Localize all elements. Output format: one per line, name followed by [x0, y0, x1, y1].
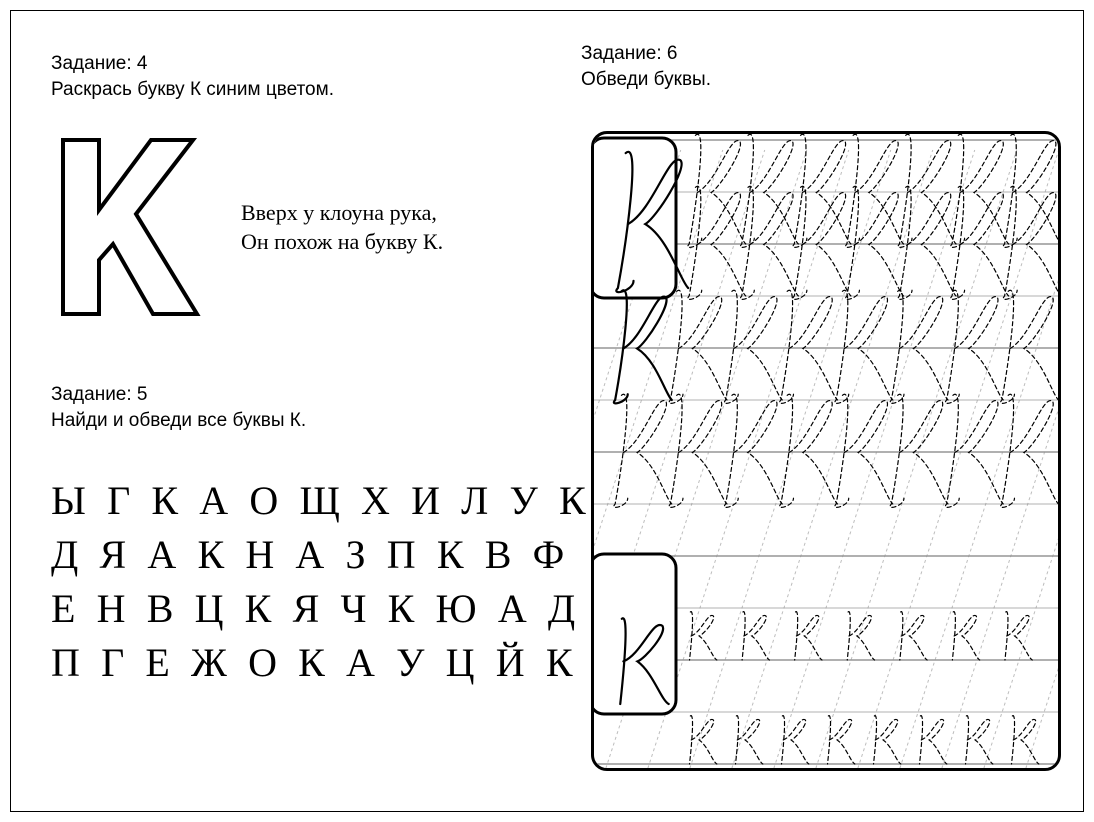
poem-line-2: Он похож на букву К.	[241, 227, 443, 257]
task5-title: Задание: 5	[51, 382, 561, 408]
worksheet-page: Задание: 4 Раскрась букву К синим цветом…	[10, 10, 1084, 812]
letter-k-outline	[51, 132, 201, 322]
letter-row: П Г Е Ж О К А У Ц Й К	[51, 636, 561, 690]
task4-poem: Вверх у клоуна рука, Он похож на букву К…	[241, 198, 443, 257]
letter-row: Ы Г К А О Щ Х И Л У К	[51, 474, 561, 528]
left-column: Задание: 4 Раскрась букву К синим цветом…	[51, 51, 561, 690]
task4-content: Вверх у клоуна рука, Он похож на букву К…	[51, 132, 561, 322]
tracing-practice-box	[591, 131, 1061, 771]
task4-heading: Задание: 4 Раскрась букву К синим цветом…	[51, 51, 561, 102]
letter-search-grid: Ы Г К А О Щ Х И Л У К Д Я А К Н А З П К …	[51, 474, 561, 690]
task4-instruction: Раскрась букву К синим цветом.	[51, 77, 561, 103]
task6-instruction: Обведи буквы.	[581, 67, 1061, 93]
letter-row: Д Я А К Н А З П К В Ф	[51, 528, 561, 582]
right-column: Задание: 6 Обведи буквы.	[581, 41, 1061, 92]
tracing-grid	[594, 134, 1061, 771]
poem-line-1: Вверх у клоуна рука,	[241, 198, 443, 228]
task6-heading: Задание: 6 Обведи буквы.	[581, 41, 1061, 92]
task5-section: Задание: 5 Найди и обведи все буквы К. Ы…	[51, 382, 561, 689]
task5-instruction: Найди и обведи все буквы К.	[51, 408, 561, 434]
task5-heading: Задание: 5 Найди и обведи все буквы К.	[51, 382, 561, 433]
letter-row: Е Н В Ц К Я Ч К Ю А Д	[51, 582, 561, 636]
task6-title: Задание: 6	[581, 41, 1061, 67]
task4-title: Задание: 4	[51, 51, 561, 77]
